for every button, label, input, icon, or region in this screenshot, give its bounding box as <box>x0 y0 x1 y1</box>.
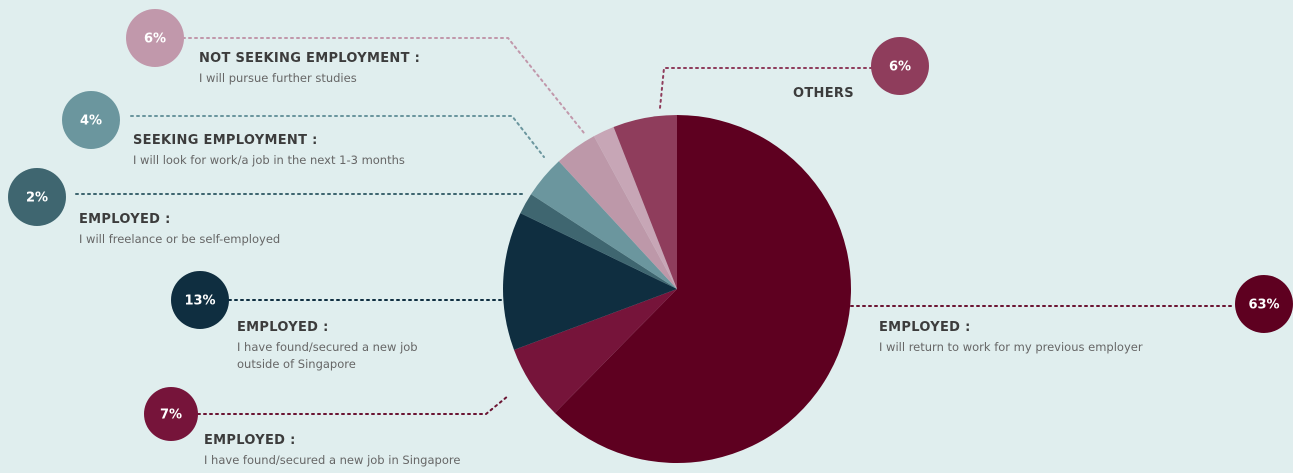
label-title: SEEKING EMPLOYMENT : <box>133 133 318 148</box>
label-not-seeking-employment: NOT SEEKING EMPLOYMENT : I will pursue f… <box>199 51 420 87</box>
pie-slice-1 <box>514 289 677 413</box>
percent-bubble-2: 13% <box>171 271 229 329</box>
pie-slice-3 <box>520 194 677 289</box>
percent-label: 7% <box>160 408 182 423</box>
label-title: EMPLOYED : <box>79 212 171 227</box>
label-freelance: EMPLOYED : I will freelance or be self-e… <box>79 212 280 248</box>
bubble-circle <box>8 168 66 226</box>
label-return-previous-employer: EMPLOYED : I will return to work for my … <box>879 320 1143 356</box>
pie-slice-4 <box>531 161 677 289</box>
pie-slice-2 <box>503 213 677 350</box>
percent-label: 6% <box>144 32 166 47</box>
percent-label: 63% <box>1248 298 1279 313</box>
bubble-circle <box>144 387 198 441</box>
label-title: EMPLOYED : <box>237 320 329 335</box>
percent-label: 2% <box>26 191 48 206</box>
bubble-circle <box>62 91 120 149</box>
label-title: NOT SEEKING EMPLOYMENT : <box>199 51 421 66</box>
label-desc: I have found/secured a new job in Singap… <box>204 453 461 467</box>
percent-bubble-3: 2% <box>8 168 66 226</box>
leader-line-5 <box>182 37 585 134</box>
bubble-circle <box>126 9 184 67</box>
leader-line-4 <box>130 115 545 158</box>
label-seeking-employment: SEEKING EMPLOYMENT : I will look for wor… <box>133 133 405 169</box>
percent-bubbles: 63% 7% 13% 2% 4% 6% 6% <box>8 9 1293 441</box>
label-title: OTHERS <box>793 86 854 101</box>
leader-line-6 <box>659 67 873 109</box>
pie-slice-5 <box>558 136 677 289</box>
bubble-circle <box>871 37 929 95</box>
label-others: OTHERS <box>793 86 854 101</box>
percent-label: 13% <box>184 294 215 309</box>
label-title: EMPLOYED : <box>879 320 971 335</box>
leader-lines <box>75 37 1236 415</box>
percent-label: 6% <box>889 60 911 75</box>
bubble-circle <box>171 271 229 329</box>
label-desc: I will freelance or be self-employed <box>79 232 281 246</box>
leader-line-1 <box>197 395 509 415</box>
percent-bubble-1: 7% <box>144 387 198 441</box>
label-desc: I have found/secured a new job outside o… <box>237 340 418 371</box>
bubble-circle <box>1235 275 1293 333</box>
label-new-job-outside-singapore: EMPLOYED : I have found/secured a new jo… <box>237 320 447 373</box>
percent-bubble-5: 6% <box>126 9 184 67</box>
pie-slice-0 <box>554 115 851 463</box>
percent-bubble-4: 4% <box>62 91 120 149</box>
pie-slice-7 <box>613 115 677 289</box>
label-desc: I will return to work for my previous em… <box>879 340 1143 354</box>
label-new-job-singapore: EMPLOYED : I have found/secured a new jo… <box>204 433 460 469</box>
pie-slices <box>503 115 851 463</box>
percent-bubble-0: 63% <box>1235 275 1293 333</box>
percent-label: 4% <box>80 114 102 129</box>
percent-bubble-6: 6% <box>871 37 929 95</box>
label-title: EMPLOYED : <box>204 433 296 448</box>
label-desc: I will look for work/a job in the next 1… <box>133 153 405 167</box>
pie-slice-6 <box>593 126 677 290</box>
label-desc: I will pursue further studies <box>199 71 357 85</box>
